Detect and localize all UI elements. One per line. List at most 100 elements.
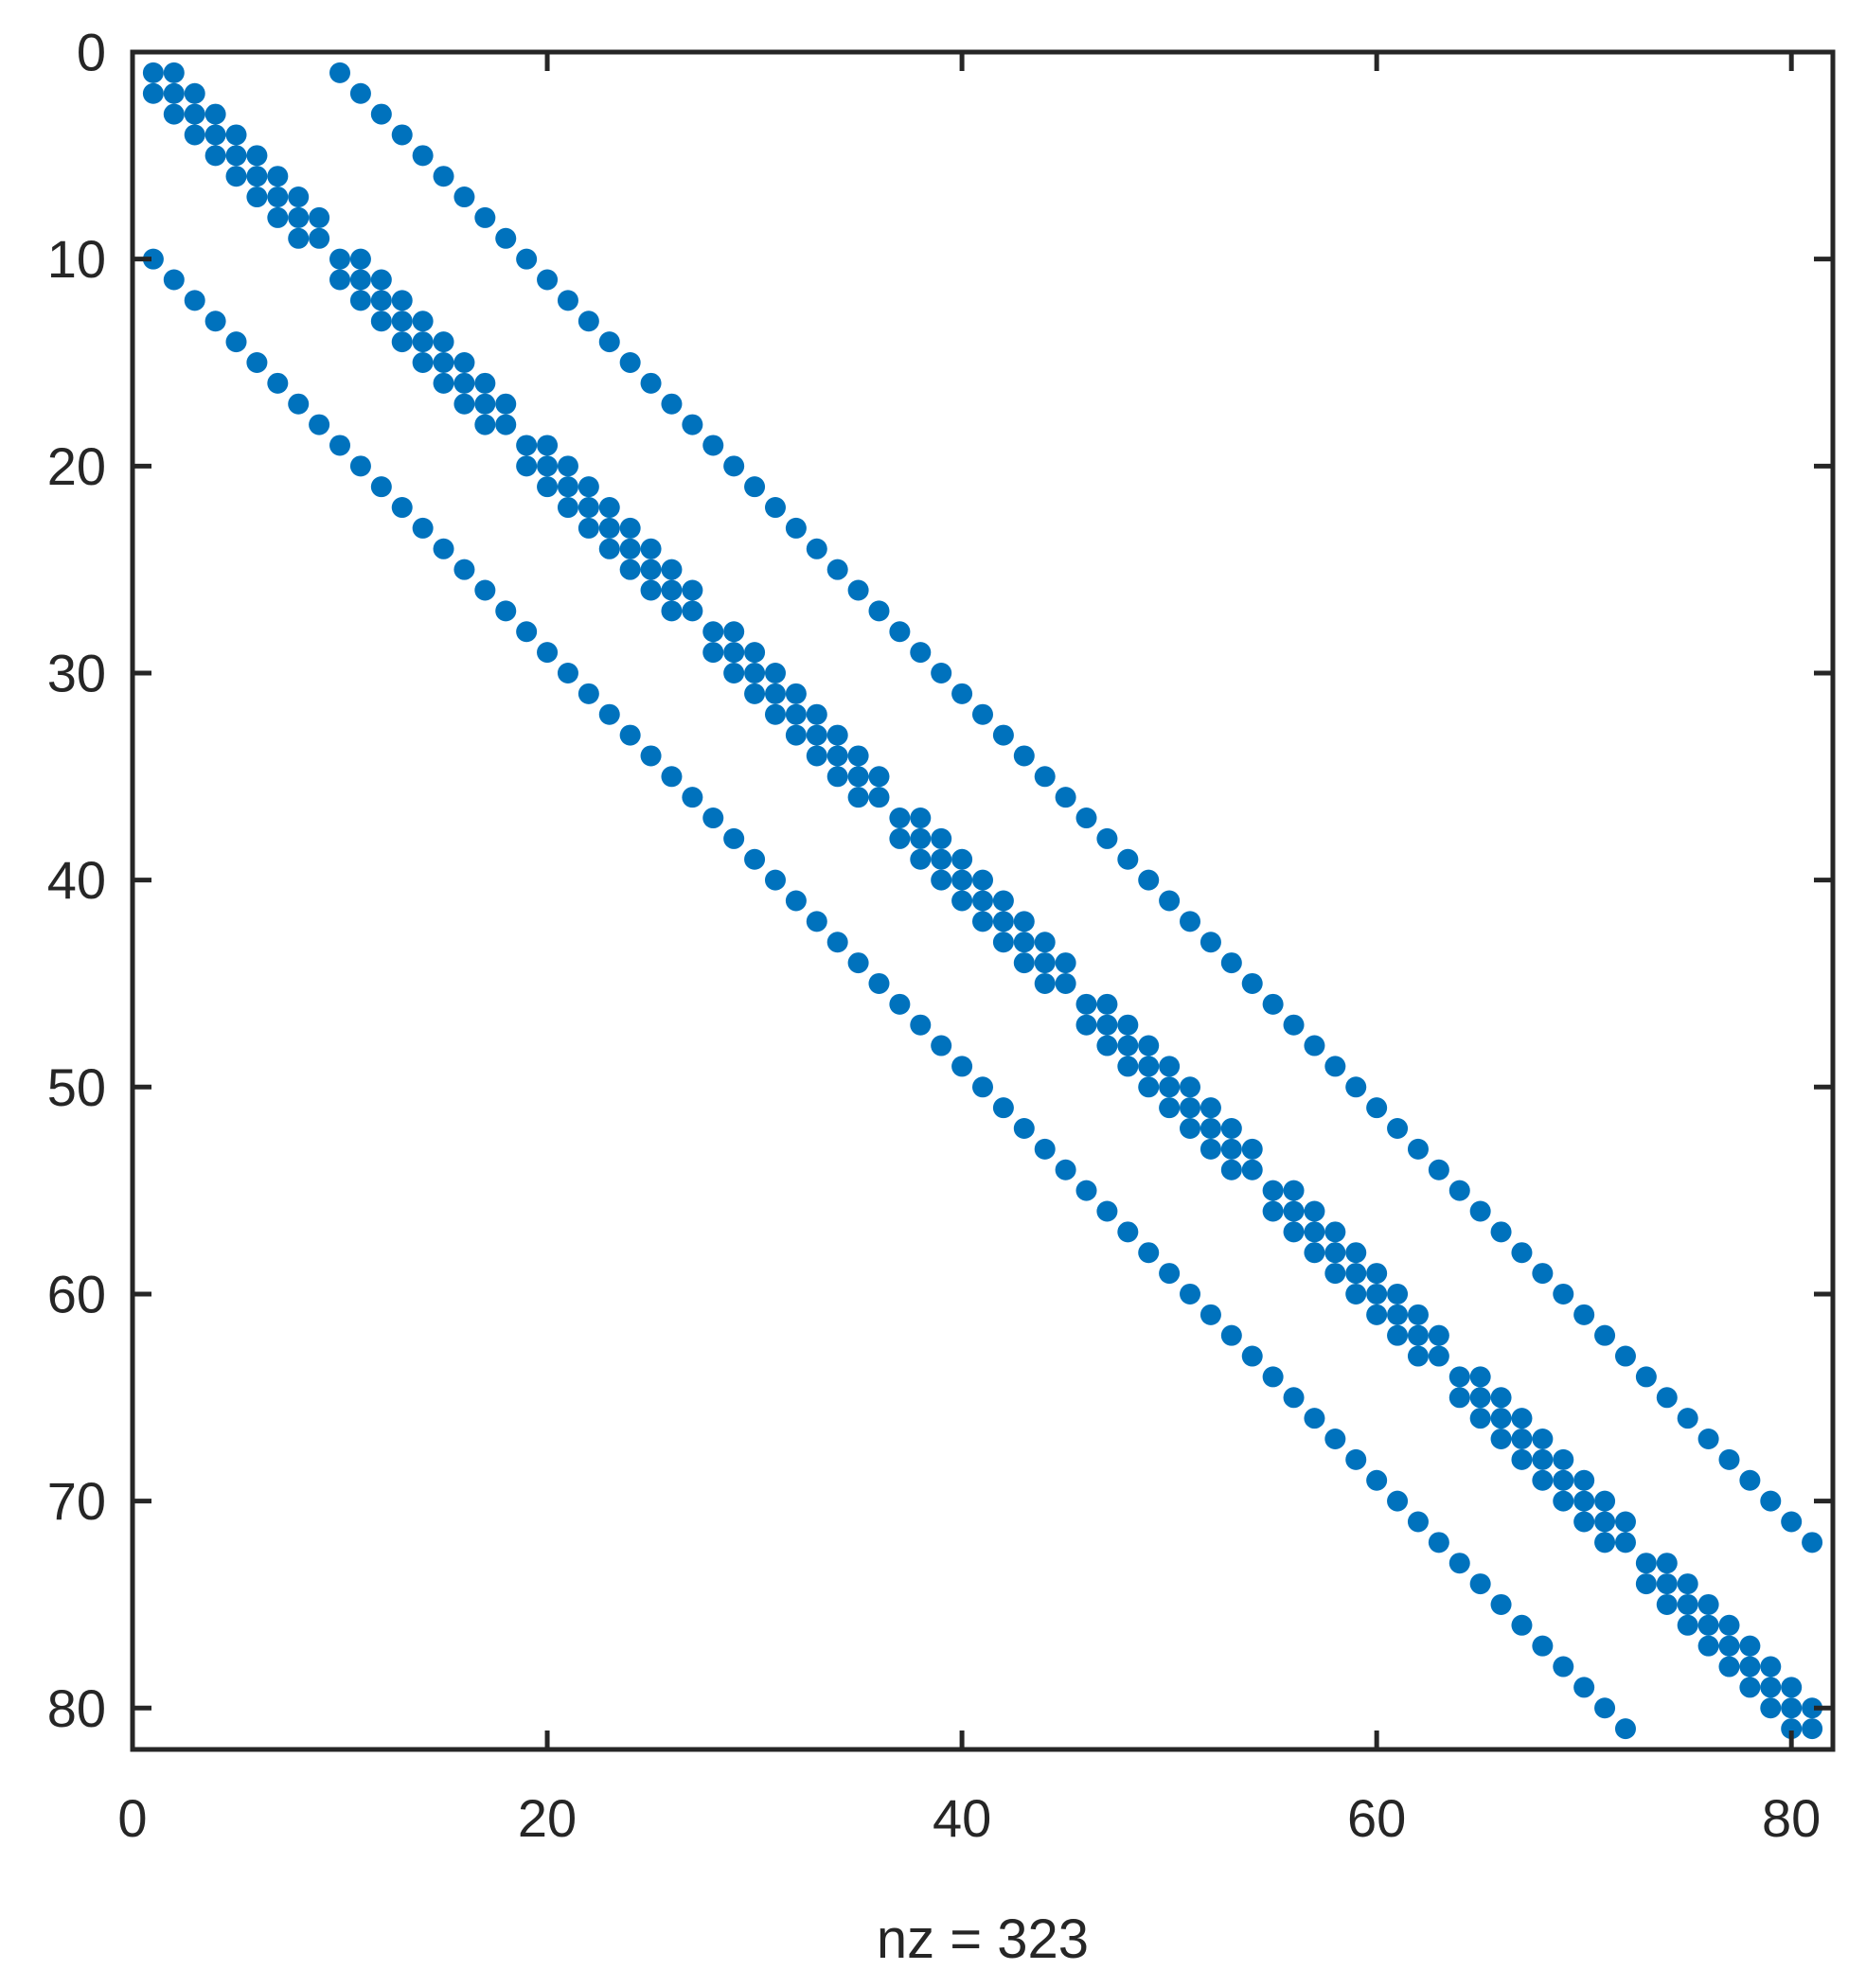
nonzero-marker: [910, 642, 932, 664]
nonzero-marker: [537, 269, 559, 291]
nonzero-marker: [495, 414, 517, 435]
nonzero-marker: [1718, 1614, 1740, 1636]
nonzero-marker: [1407, 1138, 1429, 1160]
nonzero-marker: [619, 517, 641, 539]
nonzero-marker: [163, 62, 185, 83]
nonzero-marker: [847, 952, 869, 974]
nonzero-marker: [537, 476, 559, 498]
nonzero-marker: [1781, 1697, 1803, 1719]
nonzero-marker: [1490, 1221, 1512, 1243]
nonzero-marker: [288, 393, 310, 415]
nonzero-marker: [1075, 1180, 1097, 1201]
nonzero-marker: [163, 103, 185, 125]
nonzero-marker: [309, 414, 330, 435]
nonzero-marker: [1614, 1511, 1636, 1533]
nonzero-marker: [1387, 1304, 1409, 1325]
nonzero-marker: [1200, 1138, 1221, 1160]
nonzero-marker: [1180, 1283, 1201, 1305]
nonzero-marker: [619, 351, 641, 373]
nonzero-marker: [474, 393, 496, 415]
nonzero-marker: [1117, 1014, 1139, 1036]
nonzero-marker: [1614, 1718, 1636, 1740]
nonzero-marker: [1013, 745, 1035, 767]
nonzero-marker: [1677, 1573, 1698, 1595]
nonzero-marker: [1407, 1345, 1429, 1367]
nonzero-marker: [910, 808, 932, 829]
nonzero-marker: [184, 103, 205, 125]
nonzero-marker: [578, 497, 599, 519]
nonzero-marker: [1697, 1635, 1719, 1657]
nonzero-marker: [1594, 1490, 1616, 1512]
nonzero-marker: [1117, 1056, 1139, 1077]
nonzero-marker: [1718, 1448, 1740, 1470]
nonzero-marker: [267, 372, 289, 394]
nonzero-marker: [184, 290, 205, 311]
nonzero-marker: [1448, 1387, 1470, 1409]
nonzero-marker: [1283, 1387, 1305, 1409]
nonzero-marker: [619, 538, 641, 559]
nonzero-marker: [744, 662, 766, 683]
nonzero-marker: [1739, 1656, 1761, 1677]
y-tick-label: 10: [47, 229, 106, 289]
nonzero-marker: [1614, 1532, 1636, 1553]
nonzero-marker: [1366, 1097, 1388, 1119]
nonzero-marker: [785, 683, 807, 704]
nonzero-marker: [391, 331, 413, 353]
x-tick-label: 40: [933, 1788, 991, 1848]
nonzero-marker: [826, 745, 848, 767]
nonzero-marker: [1407, 1511, 1429, 1533]
nonzero-marker: [847, 766, 869, 788]
nonzero-marker: [537, 435, 559, 456]
nonzero-marker: [267, 206, 289, 228]
nonzero-marker: [992, 724, 1014, 746]
nonzero-marker: [1677, 1408, 1698, 1429]
nonzero-marker: [1096, 993, 1118, 1015]
nonzero-marker: [225, 145, 247, 167]
nonzero-marker: [433, 372, 454, 394]
nonzero-marker: [661, 393, 683, 415]
nonzero-marker: [826, 724, 848, 746]
nonzero-marker: [1013, 932, 1035, 953]
nonzero-marker: [889, 808, 911, 829]
nonzero-marker: [1034, 1138, 1056, 1160]
nonzero-marker: [951, 848, 973, 870]
nonzero-marker: [537, 642, 559, 664]
nonzero-marker: [557, 662, 578, 683]
nonzero-marker: [1013, 1118, 1035, 1140]
nonzero-marker: [1739, 1469, 1761, 1491]
nonzero-marker: [1553, 1283, 1574, 1305]
nonzero-marker: [1490, 1408, 1512, 1429]
nonzero-marker: [1697, 1614, 1719, 1636]
nonzero-marker: [1448, 1553, 1470, 1574]
nonzero-marker: [370, 290, 392, 311]
nonzero-marker: [1635, 1366, 1657, 1388]
nonzero-marker: [1241, 1345, 1263, 1367]
nonzero-marker: [412, 351, 434, 373]
nonzero-marker: [246, 186, 268, 208]
nonzero-marker: [1532, 1263, 1554, 1285]
nonzero-marker: [1324, 1242, 1346, 1264]
x-tick-labels: 0 20 40 60 80: [117, 1788, 1821, 1848]
nonzero-marker: [1532, 1448, 1554, 1470]
nonzero-marker: [225, 124, 247, 146]
nonzero-marker: [495, 393, 517, 415]
nonzero-marker: [951, 1056, 973, 1077]
nonzero-marker: [598, 497, 620, 519]
nonzero-marker: [847, 745, 869, 767]
y-tick-label: 70: [47, 1471, 106, 1531]
nonzero-marker: [1034, 972, 1056, 994]
nonzero-marker: [661, 559, 683, 580]
nonzero-marker: [142, 62, 164, 83]
nonzero-marker: [474, 206, 496, 228]
nonzero-marker: [1511, 1242, 1533, 1264]
nonzero-marker: [391, 290, 413, 311]
nonzero-marker: [1573, 1677, 1595, 1698]
nonzero-marker: [1200, 1097, 1221, 1119]
nonzero-marker: [910, 827, 932, 849]
nonzero-marker: [723, 621, 745, 643]
nonzero-marker: [163, 82, 185, 104]
nonzero-marker: [349, 248, 371, 270]
nonzero-marker: [495, 600, 517, 622]
nonzero-marker: [1469, 1200, 1491, 1222]
